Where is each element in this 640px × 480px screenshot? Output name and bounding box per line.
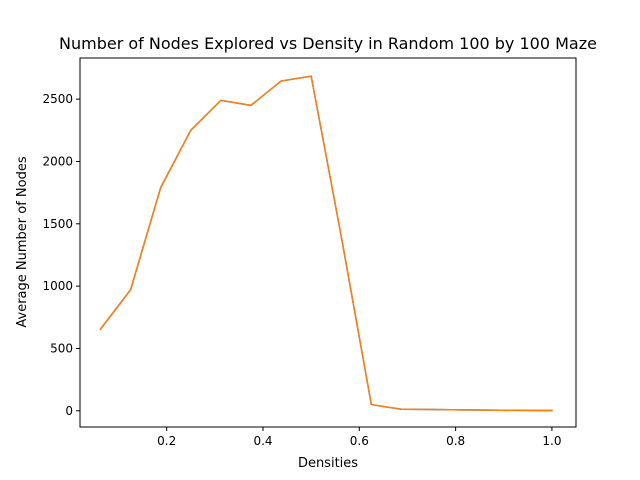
y-tick-label: 500 [50, 341, 73, 355]
x-tick-label: 0.6 [350, 434, 369, 448]
y-tick-label: 2500 [42, 92, 73, 106]
x-tick-label: 0.8 [446, 434, 465, 448]
chart-title: Number of Nodes Explored vs Density in R… [59, 34, 597, 53]
series-line-1 [99, 75, 553, 412]
y-tick-label: 2000 [42, 154, 73, 168]
plot-frame [79, 57, 577, 428]
y-tick-label: 0 [65, 404, 73, 418]
x-tick-label: 1.0 [542, 434, 561, 448]
x-tick-label: 0.4 [253, 434, 272, 448]
x-tick-label: 0.2 [157, 434, 176, 448]
x-axis-label: Densities [298, 456, 358, 471]
series-line-2 [99, 75, 553, 412]
y-axis: 0 500 1000 1500 2000 2500 [42, 92, 80, 418]
series-layer [99, 75, 553, 412]
y-tick-label: 1000 [42, 279, 73, 293]
x-axis: 0.2 0.4 0.6 0.8 1.0 [157, 427, 561, 448]
y-axis-label: Average Number of Nodes [15, 156, 30, 327]
y-tick-label: 1500 [42, 217, 73, 231]
